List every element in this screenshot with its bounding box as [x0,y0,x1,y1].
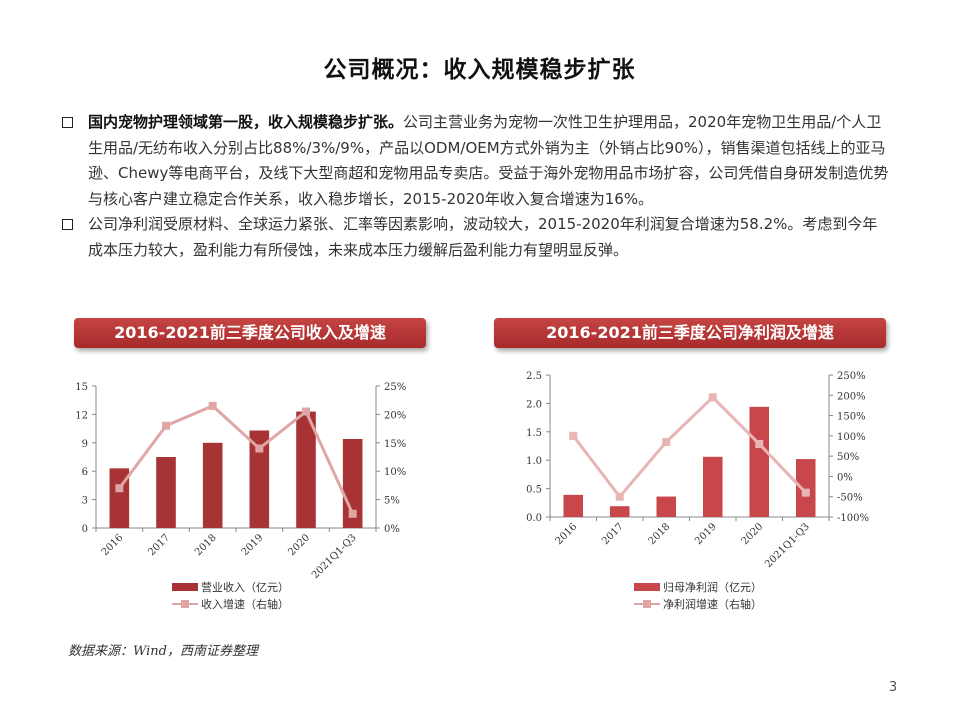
growth-line [118,404,355,515]
y-tick-label-right: 10% [384,467,406,478]
y-tick-label-right: 5% [384,496,400,507]
data-source-note: 数据来源：Wind，西南证券整理 [68,644,258,659]
y-tick-label-left: 2.5 [526,371,542,382]
bullet-text: 公司主营业务为宠物一次性卫生护理用品，2020年宠物卫生用品/个人卫生用品/无纺… [88,113,889,208]
growth-point [348,509,357,518]
y-tick-label-left: 15 [75,382,88,393]
legend-line-swatch [172,599,198,608]
bar [795,459,816,517]
growth-point [615,492,624,501]
y-tick-label-right: 50% [837,452,859,463]
profit-chart-title: 2016-2021前三季度公司净利润及增速 [494,318,886,348]
y-tick-label-right: 15% [384,439,406,450]
revenue-chart-title: 2016-2021前三季度公司收入及增速 [74,318,426,348]
y-tick-label-right: 150% [837,412,866,423]
legend-label: 收入增速（右轴） [201,597,289,611]
bar [156,457,176,528]
y-tick-label-right: 200% [837,391,866,402]
y-tick-label-left: 0 [82,524,88,535]
growth-point [115,484,124,493]
bullet-item: 国内宠物护理领域第一股，收入规模稳步扩张。公司主营业务为宠物一次性卫生护理用品，… [60,110,890,212]
y-tick-label-right: -100% [837,513,869,524]
y-tick-label-right: 0% [837,472,853,483]
y-tick-label-right: 0% [384,524,400,535]
y-tick-label-right: 250% [837,371,866,382]
legend-line-swatch [634,599,660,608]
legend-label: 净利润增速（右轴） [663,597,762,611]
x-tick-label: 2021Q1-Q3 [763,521,812,570]
y-tick-label-right: 100% [837,432,866,443]
x-tick-label: 2020 [740,521,766,547]
growth-point [569,431,578,440]
legend-label: 营业收入（亿元） [201,580,289,594]
y-tick-label-left: 12 [75,410,88,421]
bar [296,411,316,528]
legend-item-profit: 归母净利润（亿元） [634,578,762,595]
y-tick-label-right: -50% [837,493,863,504]
y-tick-label-left: 1.5 [526,428,542,439]
y-tick-label-right: 20% [384,410,406,421]
revenue-chart-legend: 营业收入（亿元） 收入增速（右轴） [172,578,289,612]
bullet-bold-lead: 国内宠物护理领域第一股，收入规模稳步扩张。 [88,113,404,131]
bullet-list: 国内宠物护理领域第一股，收入规模稳步扩张。公司主营业务为宠物一次性卫生护理用品，… [60,110,890,263]
y-tick-label-left: 2.0 [526,399,542,410]
legend-item-growth: 收入增速（右轴） [172,595,289,612]
growth-line [572,395,807,499]
legend-label: 归母净利润（亿元） [663,580,762,594]
growth-point [755,439,764,448]
bar [702,456,723,517]
x-tick-label: 2016 [554,521,580,547]
y-tick-label-left: 0.0 [526,513,542,524]
bullet-text: 公司净利润受原材料、全球运力紧张、汇率等因素影响，波动较大，2015-2020年… [88,215,878,259]
profit-chart-legend: 归母净利润（亿元） 净利润增速（右轴） [634,578,762,612]
bar [749,406,770,517]
growth-point [208,401,217,410]
y-tick-label-left: 6 [82,467,88,478]
legend-item-revenue: 营业收入（亿元） [172,578,289,595]
bullet-item: 公司净利润受原材料、全球运力紧张、汇率等因素影响，波动较大，2015-2020年… [60,212,890,263]
y-tick-label-right: 25% [384,382,406,393]
bullet-square-icon [62,219,73,230]
bullet-square-icon [62,117,73,128]
x-tick-label: 2017 [600,521,626,547]
y-tick-label-left: 9 [82,439,88,450]
y-tick-label-left: 0.5 [526,485,542,496]
growth-point [162,421,170,430]
y-tick-label-left: 3 [82,496,88,507]
growth-point [662,437,671,446]
page-title: 公司概况：收入规模稳步扩张 [323,57,636,83]
bar [609,506,630,517]
x-tick-label: 2018 [647,521,673,547]
page-number: 3 [889,680,898,695]
legend-bar-swatch [172,582,198,591]
bar [656,496,677,517]
x-tick-label: 2019 [693,521,719,547]
growth-point [801,488,810,497]
legend-bar-swatch [634,582,660,591]
legend-item-profit-growth: 净利润增速（右轴） [634,595,762,612]
bar [563,494,584,517]
growth-point [708,393,717,402]
y-tick-label-left: 1.0 [526,456,542,467]
bar [202,442,223,528]
growth-point [255,444,264,453]
growth-point [302,407,310,416]
bar [249,430,270,528]
